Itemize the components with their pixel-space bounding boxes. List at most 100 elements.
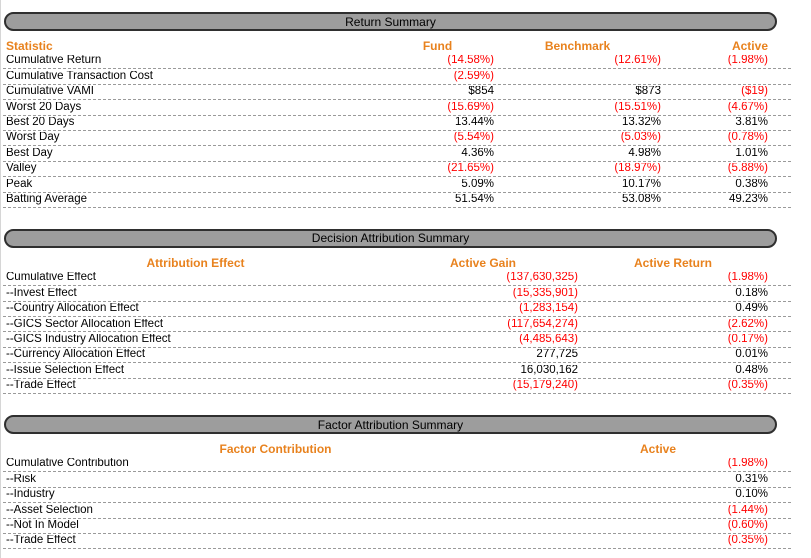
cell-value: 1.01% <box>735 147 768 159</box>
cell-value: 53.08% <box>621 193 661 205</box>
cell-value: ($19) <box>741 86 768 98</box>
table-row: --Not In Model (0.60%) <box>3 519 791 534</box>
row-label: --Issue Selection Effect <box>6 364 125 376</box>
row-label: Cumulative Transaction Cost <box>6 70 154 82</box>
section-header-bar: Factor Attribution Summary <box>4 415 777 435</box>
table-row: --GICS Industry Allocation Effect (4,485,… <box>3 332 791 348</box>
cell-value: 3.81% <box>735 117 768 128</box>
table-row: --Currency Allocation Effect 277,725 0.01% <box>3 348 791 364</box>
table-row: --Risk 0.31% <box>3 472 791 488</box>
table-row: Best 20 Days 13.44% 13.32% 3.81% <box>3 116 791 131</box>
cell-value: 13.44% <box>454 117 494 128</box>
cell-value: (0.78%) <box>727 132 768 144</box>
cell-value: (2.62%) <box>727 318 768 330</box>
table-row: Worst Day (5.54%) (5.03%) (0.78%) <box>3 131 791 147</box>
row-label: Worst Day <box>6 132 60 144</box>
cell-value: (15.69%) <box>447 101 494 113</box>
cell-value: 0.38% <box>735 178 768 190</box>
cell-value: (1.98%) <box>727 272 768 284</box>
section-title: Return Summary <box>345 14 436 29</box>
column-header-row: Factor Contribution Active <box>3 442 791 456</box>
section-table: Factor Contribution Active Cumulative Cont… <box>3 442 791 550</box>
column-header: Benchmark <box>544 40 611 52</box>
column-header-row: Statistic Fund Benchmark Active <box>3 39 791 53</box>
cell-value: 13.32% <box>621 117 661 128</box>
row-label: --GICS Sector Allocation Effect <box>6 318 164 330</box>
row-label: --Trade Effect <box>6 535 76 547</box>
column-header: Factor Contribution <box>219 443 332 456</box>
table-row: --GICS Sector Allocation Effect (117,654,… <box>3 317 791 333</box>
row-label: --Not In Model <box>6 520 79 532</box>
cell-value: (14.58%) <box>447 55 494 67</box>
cell-value: (15,335,901) <box>512 287 578 299</box>
table-row: Cumulative Contribution (1.98%) <box>3 457 791 473</box>
cell-value: 277,725 <box>536 349 578 361</box>
column-header: Active <box>639 443 677 456</box>
cell-value: (18.97%) <box>614 163 661 175</box>
row-label: --Trade Effect <box>6 380 76 392</box>
row-label: Cumulative VAMI <box>6 86 94 98</box>
cell-value: (1,283,154) <box>519 303 578 315</box>
cell-value: 0.01% <box>735 349 768 361</box>
row-label: --Currency Allocation Effect <box>6 349 146 361</box>
table-row: --Trade Effect (0.35%) <box>3 534 791 550</box>
cell-value: (2.59%) <box>453 70 494 82</box>
column-header: Active Return <box>633 256 713 269</box>
section-title: Decision Attribution Summary <box>311 231 470 246</box>
cell-value: (0.17%) <box>727 333 768 345</box>
section-header-bar: Decision Attribution Summary <box>4 228 777 248</box>
row-label: --Asset Selection <box>6 504 93 516</box>
table-row: --Asset Selection (1.44%) <box>3 503 791 519</box>
cell-value: (21.65%) <box>447 163 494 175</box>
table-row: Batting Average 51.54% 53.08% 49.23% <box>3 193 791 208</box>
row-label: --Invest Effect <box>6 287 77 299</box>
row-label: --Country Allocation Effect <box>6 303 139 315</box>
table-row: Worst 20 Days (15.69%) (15.51%) (4.67%) <box>3 100 791 116</box>
cell-value: (4,485,643) <box>519 333 578 345</box>
cell-value: 10.17% <box>621 178 661 190</box>
row-label: --Industry <box>6 489 55 501</box>
column-header: Active <box>731 40 768 52</box>
row-label: Best 20 Days <box>6 117 75 128</box>
cell-value: 0.48% <box>735 364 768 376</box>
table-row: Peak 5.09% 10.17% 0.38% <box>3 177 791 193</box>
row-label: Worst 20 Days <box>6 101 82 113</box>
row-label: Cumulative Return <box>6 55 102 67</box>
cell-value: (0.60%) <box>727 520 768 532</box>
section-table: Statistic Fund Benchmark Active Cumulative R… <box>3 39 791 208</box>
row-label: --Risk <box>6 473 37 485</box>
column-header-row: Attribution Effect Active Gain Active Retu… <box>3 256 791 270</box>
table-row: --Issue Selection Effect 16,030,162 0.48% <box>3 363 791 379</box>
cell-value: $854 <box>468 86 494 98</box>
decision-attribution-section: Decision Attribution Summary Attribution … <box>3 228 811 395</box>
cell-value: (5.88%) <box>727 163 768 175</box>
section-header-bar: Return Summary <box>4 12 777 31</box>
row-label: --GICS Industry Allocation Effect <box>6 333 171 345</box>
cell-value: (0.35%) <box>727 535 768 547</box>
section-table: Attribution Effect Active Gain Active Retu… <box>3 256 791 395</box>
cell-value: (137,630,325) <box>506 272 578 284</box>
table-row: Cumulative Return (14.58%) (12.61%) (1.98%) <box>3 54 791 70</box>
cell-value: 0.10% <box>735 489 768 501</box>
cell-value: $873 <box>635 86 661 98</box>
cell-value: 0.18% <box>735 287 768 299</box>
table-row: Cumulative Effect (137,630,325) (1.98%) <box>3 271 791 287</box>
cell-value: 16,030,162 <box>520 364 578 376</box>
column-header: Statistic <box>6 40 53 52</box>
cell-value: (15,179,240) <box>512 380 578 392</box>
return-summary-section: Return Summary Statistic Fund Benchmark Acti… <box>3 12 811 208</box>
row-label: Peak <box>6 178 33 190</box>
column-header: Active Gain <box>449 256 517 269</box>
row-label: Batting Average <box>6 193 87 205</box>
table-row: Valley (21.65%) (18.97%) (5.88%) <box>3 162 791 178</box>
cell-value: (0.35%) <box>727 380 768 392</box>
cell-value: 0.49% <box>735 303 768 315</box>
cell-value: 4.36% <box>461 147 494 159</box>
row-label: Best Day <box>6 147 53 159</box>
column-header: Fund <box>422 40 453 52</box>
cell-value: (1.98%) <box>727 55 768 67</box>
row-label: Valley <box>6 163 37 175</box>
table-row: Best Day 4.36% 4.98% 1.01% <box>3 146 791 162</box>
row-label: Cumulative Effect <box>6 272 96 284</box>
